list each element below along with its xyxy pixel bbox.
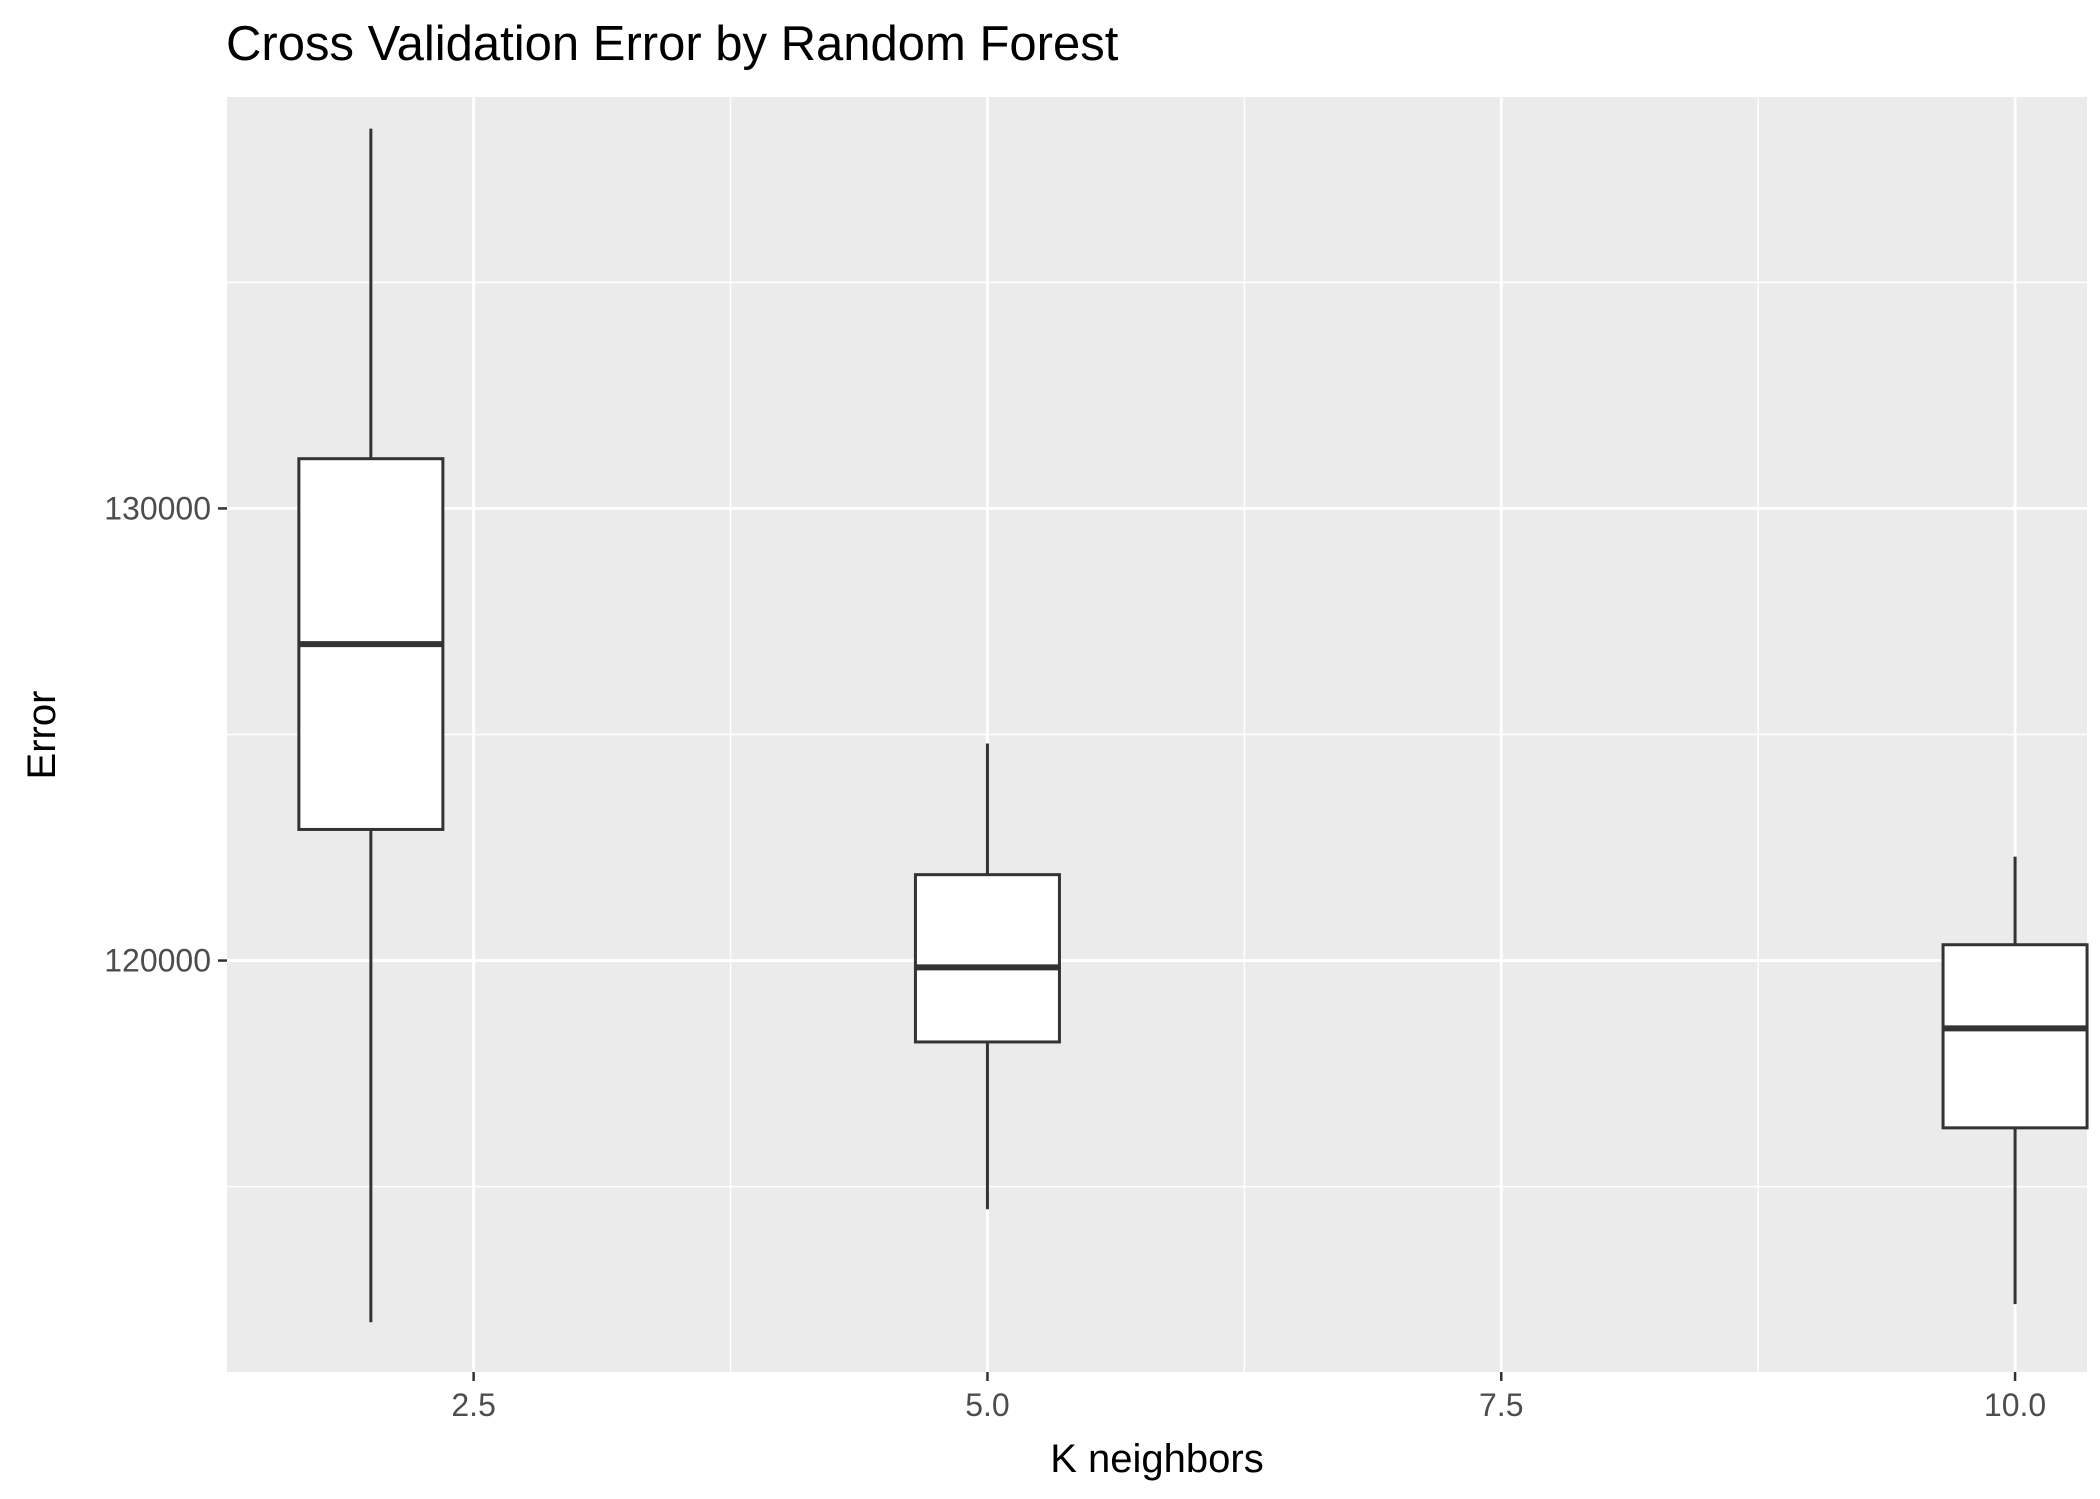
box-iqr xyxy=(913,873,1061,1044)
x-axis-title: K neighbors xyxy=(1050,1437,1263,1481)
x-tick-label: 7.5 xyxy=(1479,1387,1523,1423)
y-axis-title: Error xyxy=(20,691,64,780)
chart-title: Cross Validation Error by Random Forest xyxy=(226,17,1119,71)
x-tick-label: 5.0 xyxy=(965,1387,1009,1423)
box-2 xyxy=(297,128,445,1323)
x-tick-label: 2.5 xyxy=(451,1387,495,1423)
box-iqr xyxy=(1941,943,2089,1130)
x-tick-label: 10.0 xyxy=(1984,1387,2046,1423)
axis-ticks: 2.5 5.0 7.5 10.0 120000 130000 xyxy=(104,490,2046,1423)
box-5 xyxy=(913,743,1061,1210)
box-10 xyxy=(1941,856,2089,1305)
boxes-group xyxy=(297,128,2089,1323)
y-tick-label: 130000 xyxy=(104,490,211,526)
y-tick-label: 120000 xyxy=(104,943,211,979)
